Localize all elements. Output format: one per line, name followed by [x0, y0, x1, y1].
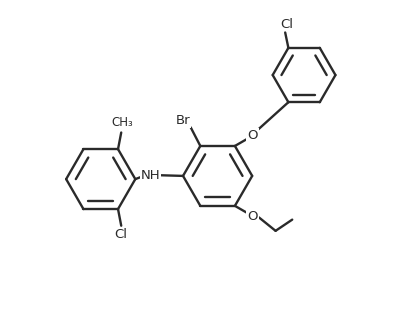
- Text: NH: NH: [141, 169, 160, 182]
- Text: CH₃: CH₃: [111, 116, 133, 130]
- Text: O: O: [247, 129, 258, 142]
- Text: O: O: [247, 210, 258, 223]
- Text: Cl: Cl: [115, 228, 128, 241]
- Text: Cl: Cl: [280, 18, 293, 31]
- Text: Br: Br: [175, 114, 190, 127]
